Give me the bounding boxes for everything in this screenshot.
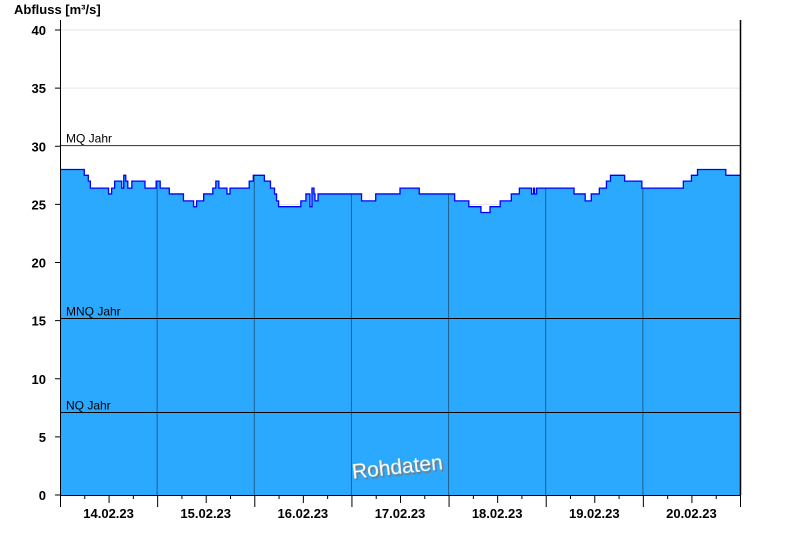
y-tick-label: 15 xyxy=(32,314,46,329)
x-tick-label: 20.02.23 xyxy=(666,506,717,521)
x-tick-label: 17.02.23 xyxy=(375,506,426,521)
y-tick-label: 40 xyxy=(32,23,46,38)
x-tick-label: 14.02.23 xyxy=(83,506,134,521)
reference-line-label: MNQ Jahr xyxy=(66,305,121,319)
x-tick-label: 18.02.23 xyxy=(472,506,523,521)
x-tick-label: 16.02.23 xyxy=(278,506,329,521)
reference-line-label: NQ Jahr xyxy=(66,399,111,413)
series-line xyxy=(60,168,740,214)
y-tick-label: 10 xyxy=(32,372,46,387)
reference-lines: MQ Jahr MNQ Jahr NQ Jahr xyxy=(60,132,740,413)
series-area xyxy=(60,168,740,495)
y-axis-label: Abfluss [m³/s] xyxy=(14,2,101,17)
area-fill xyxy=(60,169,740,495)
y-tick-label: 25 xyxy=(32,197,46,212)
y-tick-label: 20 xyxy=(32,256,46,271)
reference-line-label: MQ Jahr xyxy=(66,132,112,146)
y-tick-label: 5 xyxy=(39,430,46,445)
y-tick-label: 35 xyxy=(32,81,46,96)
x-tick-label: 15.02.23 xyxy=(180,506,231,521)
axes: 0 5 10 15 20 25 30 35 40 14.02.23 15.02.23 16.02.23… xyxy=(32,20,742,521)
x-tick-label: 19.02.23 xyxy=(569,506,620,521)
y-tick-label: 30 xyxy=(32,139,46,154)
y-tick-label: 0 xyxy=(39,488,46,503)
